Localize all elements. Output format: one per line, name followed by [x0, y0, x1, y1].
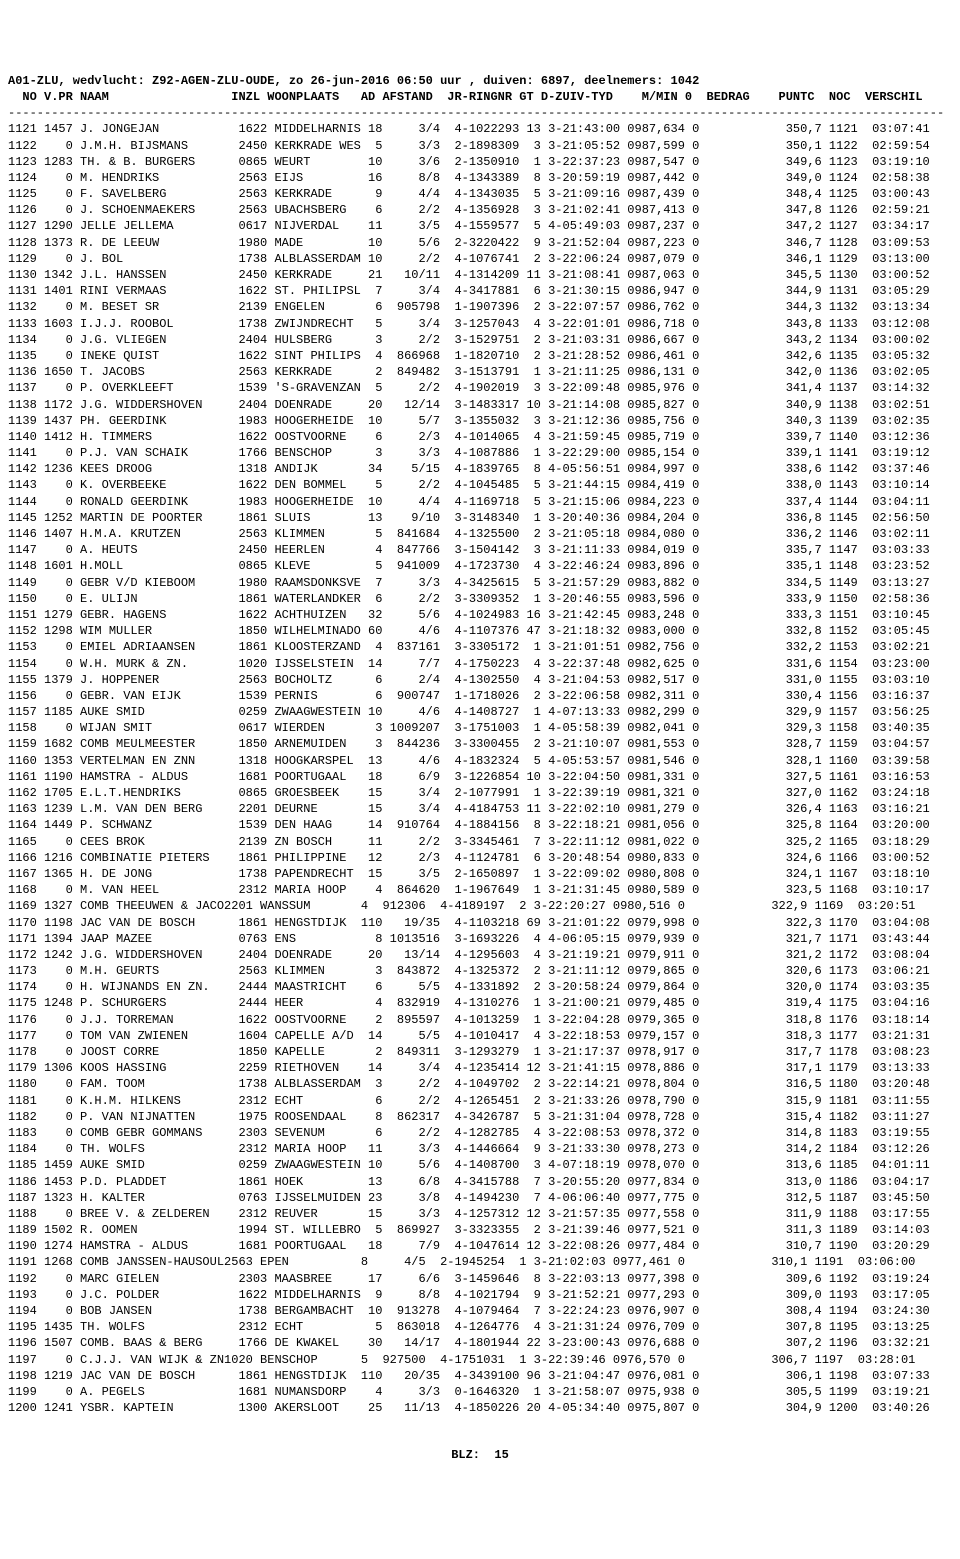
result-row: 1185 1459 AUKE SMID 0259 ZWAAGWESTEIN 10… — [8, 1157, 952, 1173]
result-row: 1186 1453 P.D. PLADDET 1861 HOEK 13 6/8 … — [8, 1174, 952, 1190]
result-row: 1169 1327 COMB THEEUWEN & JACO2201 WANSS… — [8, 898, 952, 914]
result-row: 1157 1185 AUKE SMID 0259 ZWAAGWESTEIN 10… — [8, 704, 952, 720]
header-columns: NO V.PR NAAM INZL WOONPLAATS AD AFSTAND … — [8, 89, 952, 105]
result-row: 1193 0 J.C. POLDER 1622 MIDDELHARNIS 9 8… — [8, 1287, 952, 1303]
result-row: 1184 0 TH. WOLFS 2312 MARIA HOOP 11 3/3 … — [8, 1141, 952, 1157]
result-row: 1187 1323 H. KALTER 0763 IJSSELMUIDEN 23… — [8, 1190, 952, 1206]
result-row: 1160 1353 VERTELMAN EN ZNN 1318 HOOGKARS… — [8, 753, 952, 769]
result-row: 1128 1373 R. DE LEEUW 1980 MADE 10 5/6 2… — [8, 235, 952, 251]
result-row: 1149 0 GEBR V/D KIEBOOM 1980 RAAMSDONKSV… — [8, 575, 952, 591]
result-row: 1133 1603 I.J.J. ROOBOL 1738 ZWIJNDRECHT… — [8, 316, 952, 332]
result-row: 1173 0 M.H. GEURTS 2563 KLIMMEN 3 843872… — [8, 963, 952, 979]
result-row: 1151 1279 GEBR. HAGENS 1622 ACHTHUIZEN 3… — [8, 607, 952, 623]
result-row: 1188 0 BREE V. & ZELDEREN 2312 REUVER 15… — [8, 1206, 952, 1222]
result-row: 1175 1248 P. SCHURGERS 2444 HEER 4 83291… — [8, 995, 952, 1011]
result-row: 1174 0 H. WIJNANDS EN ZN. 2444 MAASTRICH… — [8, 979, 952, 995]
result-row: 1134 0 J.G. VLIEGEN 2404 HULSBERG 3 2/2 … — [8, 332, 952, 348]
result-row: 1136 1650 T. JACOBS 2563 KERKRADE 2 8494… — [8, 364, 952, 380]
result-row: 1130 1342 J.L. HANSSEN 2450 KERKRADE 21 … — [8, 267, 952, 283]
result-row: 1170 1198 JAC VAN DE BOSCH 1861 HENGSTDI… — [8, 915, 952, 931]
result-row: 1122 0 J.M.H. BIJSMANS 2450 KERKRADE WES… — [8, 138, 952, 154]
result-row: 1162 1705 E.L.T.HENDRIKS 0865 GROESBEEK … — [8, 785, 952, 801]
result-row: 1141 0 P.J. VAN SCHAIK 1766 BENSCHOP 3 3… — [8, 445, 952, 461]
result-row: 1153 0 EMIEL ADRIAANSEN 1861 KLOOSTERZAN… — [8, 639, 952, 655]
result-row: 1196 1507 COMB. BAAS & BERG 1766 DE KWAK… — [8, 1335, 952, 1351]
result-row: 1189 1502 R. OOMEN 1994 ST. WILLEBRO 5 8… — [8, 1222, 952, 1238]
result-row: 1155 1379 J. HOPPENER 2563 BOCHOLTZ 6 2/… — [8, 672, 952, 688]
result-row: 1154 0 W.H. MURK & ZN. 1020 IJSSELSTEIN … — [8, 656, 952, 672]
result-row: 1194 0 BOB JANSEN 1738 BERGAMBACHT 10 91… — [8, 1303, 952, 1319]
result-row: 1144 0 RONALD GEERDINK 1983 HOOGERHEIDE … — [8, 494, 952, 510]
result-row: 1190 1274 HAMSTRA - ALDUS 1681 POORTUGAA… — [8, 1238, 952, 1254]
header-divider: ----------------------------------------… — [8, 105, 952, 121]
result-row: 1148 1601 H.MOLL 0865 KLEVE 5 941009 4-1… — [8, 558, 952, 574]
result-row: 1200 1241 YSBR. KAPTEIN 1300 AKERSLOOT 2… — [8, 1400, 952, 1416]
result-row: 1129 0 J. BOL 1738 ALBLASSERDAM 10 2/2 4… — [8, 251, 952, 267]
result-row: 1197 0 C.J.J. VAN WIJK & ZN1020 BENSCHOP… — [8, 1352, 952, 1368]
result-row: 1181 0 K.H.M. HILKENS 2312 ECHT 6 2/2 4-… — [8, 1093, 952, 1109]
result-row: 1159 1682 COMB MEULMEESTER 1850 ARNEMUID… — [8, 736, 952, 752]
result-row: 1199 0 A. PEGELS 1681 NUMANSDORP 4 3/3 0… — [8, 1384, 952, 1400]
page-footer: BLZ: 15 — [8, 1447, 952, 1463]
result-row: 1132 0 M. BESET SR 2139 ENGELEN 6 905798… — [8, 299, 952, 315]
result-row: 1183 0 COMB GEBR GOMMANS 2303 SEVENUM 6 … — [8, 1125, 952, 1141]
result-row: 1195 1435 TH. WOLFS 2312 ECHT 5 863018 4… — [8, 1319, 952, 1335]
result-row: 1163 1239 L.M. VAN DEN BERG 2201 DEURNE … — [8, 801, 952, 817]
result-row: 1140 1412 H. TIMMERS 1622 OOSTVOORNE 6 2… — [8, 429, 952, 445]
result-row: 1125 0 F. SAVELBERG 2563 KERKRADE 9 4/4 … — [8, 186, 952, 202]
result-row: 1150 0 E. ULIJN 1861 WATERLANDKER 6 2/2 … — [8, 591, 952, 607]
result-row: 1171 1394 JAAP MAZEE 0763 ENS 8 1013516 … — [8, 931, 952, 947]
result-row: 1179 1306 KOOS HASSING 2259 RIETHOVEN 14… — [8, 1060, 952, 1076]
result-row: 1156 0 GEBR. VAN EIJK 1539 PERNIS 6 9007… — [8, 688, 952, 704]
result-row: 1126 0 J. SCHOENMAEKERS 2563 UBACHSBERG … — [8, 202, 952, 218]
result-row: 1152 1298 WIM MULLER 1850 WILHELMINADO 6… — [8, 623, 952, 639]
result-row: 1124 0 M. HENDRIKS 2563 EIJS 16 8/8 4-13… — [8, 170, 952, 186]
result-row: 1139 1437 PH. GEERDINK 1983 HOOGERHEIDE … — [8, 413, 952, 429]
header-title: A01-ZLU, wedvlucht: Z92-AGEN-ZLU-OUDE, z… — [8, 73, 952, 89]
result-row: 1145 1252 MARTIN DE POORTER 1861 SLUIS 1… — [8, 510, 952, 526]
result-row: 1137 0 P. OVERKLEEFT 1539 'S-GRAVENZAN 5… — [8, 380, 952, 396]
result-row: 1138 1172 J.G. WIDDERSHOVEN 2404 DOENRAD… — [8, 397, 952, 413]
result-row: 1147 0 A. HEUTS 2450 HEERLEN 4 847766 3-… — [8, 542, 952, 558]
result-row: 1135 0 INEKE QUIST 1622 SINT PHILIPS 4 8… — [8, 348, 952, 364]
result-row: 1123 1283 TH. & B. BURGERS 0865 WEURT 10… — [8, 154, 952, 170]
result-row: 1166 1216 COMBINATIE PIETERS 1861 PHILIP… — [8, 850, 952, 866]
result-row: 1161 1190 HAMSTRA - ALDUS 1681 POORTUGAA… — [8, 769, 952, 785]
result-row: 1158 0 WIJAN SMIT 0617 WIERDEN 3 1009207… — [8, 720, 952, 736]
result-row: 1182 0 P. VAN NIJNATTEN 1975 ROOSENDAAL … — [8, 1109, 952, 1125]
result-row: 1198 1219 JAC VAN DE BOSCH 1861 HENGSTDI… — [8, 1368, 952, 1384]
result-row: 1143 0 K. OVERBEEKE 1622 DEN BOMMEL 5 2/… — [8, 477, 952, 493]
result-row: 1127 1290 JELLE JELLEMA 0617 NIJVERDAL 1… — [8, 218, 952, 234]
result-row: 1167 1365 H. DE JONG 1738 PAPENDRECHT 15… — [8, 866, 952, 882]
result-row: 1142 1236 KEES DROOG 1318 ANDIJK 34 5/15… — [8, 461, 952, 477]
result-row: 1191 1268 COMB JANSSEN-HAUSOUL2563 EPEN … — [8, 1254, 952, 1270]
result-row: 1146 1407 H.M.A. KRUTZEN 2563 KLIMMEN 5 … — [8, 526, 952, 542]
result-row: 1168 0 M. VAN HEEL 2312 MARIA HOOP 4 864… — [8, 882, 952, 898]
result-row: 1177 0 TOM VAN ZWIENEN 1604 CAPELLE A/D … — [8, 1028, 952, 1044]
result-row: 1180 0 FAM. TOOM 1738 ALBLASSERDAM 3 2/2… — [8, 1076, 952, 1092]
result-row: 1131 1401 RINI VERMAAS 1622 ST. PHILIPSL… — [8, 283, 952, 299]
result-row: 1178 0 JOOST CORRE 1850 KAPELLE 2 849311… — [8, 1044, 952, 1060]
result-row: 1164 1449 P. SCHWANZ 1539 DEN HAAG 14 91… — [8, 817, 952, 833]
result-row: 1172 1242 J.G. WIDDERSHOVEN 2404 DOENRAD… — [8, 947, 952, 963]
result-row: 1165 0 CEES BROK 2139 ZN BOSCH 11 2/2 3-… — [8, 834, 952, 850]
result-row: 1121 1457 J. JONGEJAN 1622 MIDDELHARNIS … — [8, 121, 952, 137]
result-row: 1176 0 J.J. TORREMAN 1622 OOSTVOORNE 2 8… — [8, 1012, 952, 1028]
result-row: 1192 0 MARC GIELEN 2303 MAASBREE 17 6/6 … — [8, 1271, 952, 1287]
